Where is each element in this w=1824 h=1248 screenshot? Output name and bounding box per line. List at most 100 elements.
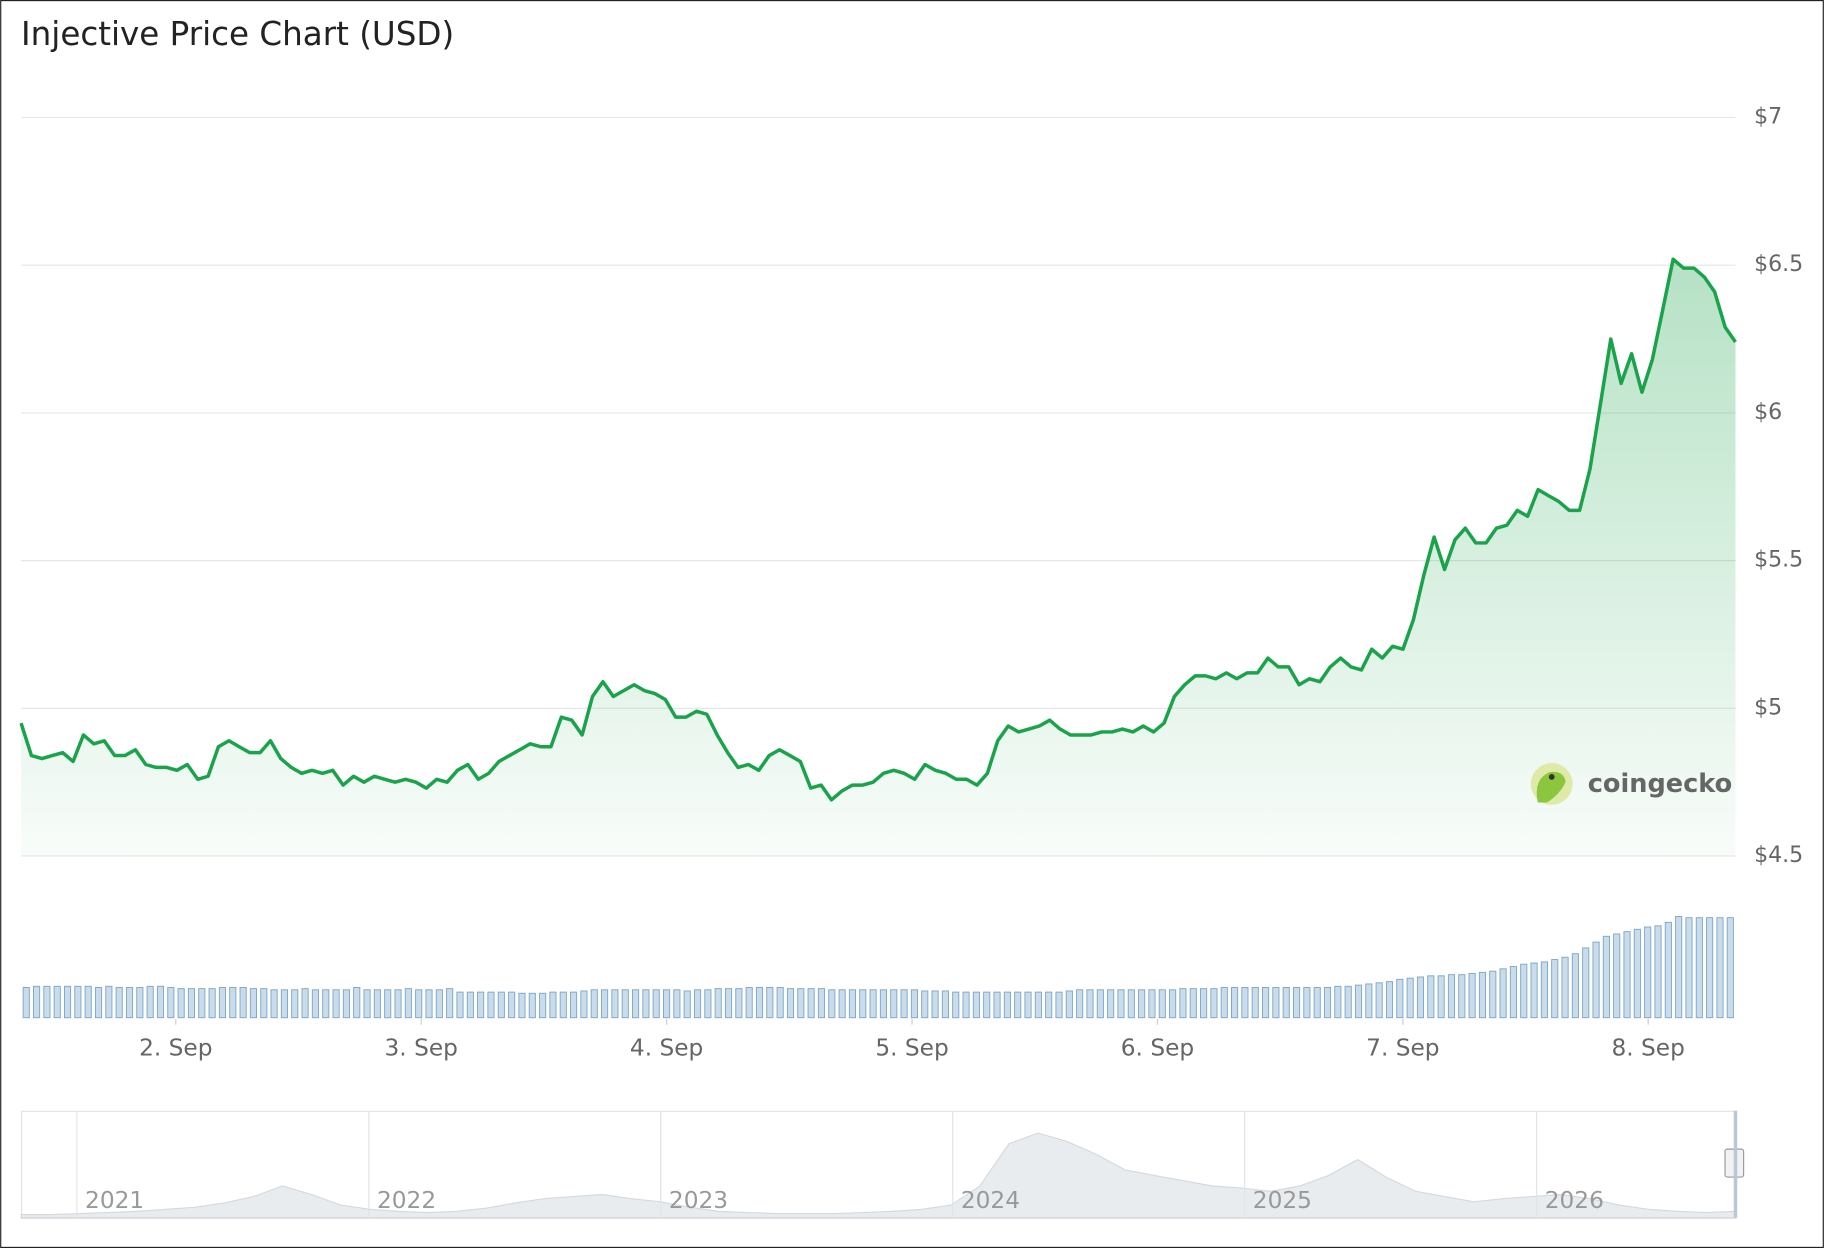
volume-bar <box>156 985 165 1019</box>
volume-bar <box>425 989 433 1019</box>
navigator-label: 2022 <box>377 1187 436 1214</box>
volume-bar <box>280 989 288 1019</box>
x-tick-label: 5. Sep <box>875 1035 948 1062</box>
volume-bar <box>797 988 805 1019</box>
volume-bar <box>487 991 495 1019</box>
volume-bar <box>208 988 216 1019</box>
volume-bar <box>74 985 82 1019</box>
volume-bar <box>1158 989 1166 1019</box>
volume-bar <box>404 988 412 1019</box>
volume-bar <box>735 988 743 1019</box>
volume-bar <box>1416 976 1425 1019</box>
volume-bar <box>1024 991 1032 1019</box>
volume-bar <box>1582 947 1590 1019</box>
volume-bar <box>1633 928 1641 1019</box>
y-tick-label: $6.5 <box>1754 251 1803 277</box>
volume-bar <box>415 989 423 1019</box>
volume-bar <box>1551 959 1559 1019</box>
volume-bar <box>704 989 712 1019</box>
volume-bar <box>724 988 733 1019</box>
volume-bar <box>1644 926 1652 1019</box>
volume-bar <box>766 987 774 1019</box>
volume-bar <box>879 989 887 1019</box>
volume-bar <box>621 989 629 1019</box>
x-tick-label: 4. Sep <box>630 1035 703 1062</box>
volume-bar <box>1520 963 1528 1019</box>
volume-bar <box>745 987 753 1019</box>
volume-bar <box>1654 925 1662 1019</box>
volume-bar <box>1313 987 1321 1019</box>
volume-bar <box>1344 985 1352 1019</box>
volume-bar <box>218 987 227 1019</box>
volume-bar <box>249 988 258 1019</box>
volume-bar <box>1292 987 1301 1019</box>
watermark: coingecko <box>1530 762 1732 805</box>
volume-bar <box>435 989 443 1019</box>
volume-bar <box>1509 966 1517 1019</box>
volume-bar <box>601 989 609 1019</box>
price-line <box>19 257 1737 802</box>
volume-bar <box>1458 974 1466 1019</box>
volume-bar <box>1065 990 1073 1019</box>
volume-bar <box>983 991 991 1019</box>
volume-bar <box>1437 975 1445 1019</box>
volume-bar <box>1602 935 1610 1019</box>
y-tick-label: $4.5 <box>1754 842 1803 868</box>
volume-bar <box>755 987 764 1019</box>
volume-bar <box>125 987 134 1019</box>
volume-bar <box>508 991 516 1019</box>
volume-bar <box>1282 987 1290 1019</box>
volume-bar <box>1664 921 1672 1019</box>
volume-bar <box>167 987 175 1019</box>
volume-bar <box>828 989 836 1019</box>
volume-bar <box>1045 991 1053 1019</box>
volume-bar <box>1127 989 1135 1019</box>
volume-bar <box>301 988 309 1019</box>
volume-bar <box>1014 991 1022 1019</box>
volume-bar <box>270 989 278 1019</box>
volume-bar <box>642 989 650 1019</box>
volume-bar <box>53 985 61 1019</box>
volume-bar <box>1695 917 1703 1019</box>
volume-bar <box>1675 916 1683 1019</box>
volume-bar <box>1334 985 1342 1019</box>
volume-bar <box>1210 988 1218 1019</box>
navigator: 2021 2022 2023 2024 2025 2026 <box>20 1110 1737 1219</box>
volume-bar <box>941 990 949 1019</box>
volume-bar <box>1241 987 1249 1019</box>
navigator-label: 2023 <box>669 1187 728 1214</box>
volume-bar <box>1478 971 1487 1019</box>
logo-eye <box>1548 774 1555 780</box>
volume-bar <box>652 989 660 1019</box>
volume-bar <box>353 987 361 1019</box>
volume-bar <box>497 991 505 1019</box>
volume-bar <box>1169 989 1177 1019</box>
volume-bar <box>921 990 929 1019</box>
volume-bar <box>1561 956 1569 1019</box>
y-tick-label: $6 <box>1754 399 1782 425</box>
volume-bar <box>394 989 402 1019</box>
volume-bar <box>373 989 381 1019</box>
y-tick-label: $5.5 <box>1754 547 1803 573</box>
volume-bar <box>1220 987 1228 1019</box>
volume-bar <box>869 989 877 1019</box>
volume-bar <box>342 989 350 1019</box>
volume-bar <box>518 992 526 1019</box>
volume-bar <box>1396 978 1404 1019</box>
volume-bar <box>952 991 960 1019</box>
volume-bar <box>1096 989 1104 1019</box>
navigator-label: 2021 <box>85 1187 144 1214</box>
volume-bar <box>859 989 867 1019</box>
price-area <box>21 259 1736 857</box>
x-tick-label: 2. Sep <box>139 1035 212 1062</box>
volume-bar <box>1613 933 1621 1019</box>
volume-bar <box>549 991 557 1019</box>
volume-bar <box>1571 953 1579 1019</box>
volume-bar <box>559 991 567 1019</box>
x-tick-label: 7. Sep <box>1366 1035 1439 1062</box>
volume-bar <box>1303 987 1311 1019</box>
volume-bar <box>993 991 1001 1019</box>
volume-bar <box>972 991 980 1019</box>
